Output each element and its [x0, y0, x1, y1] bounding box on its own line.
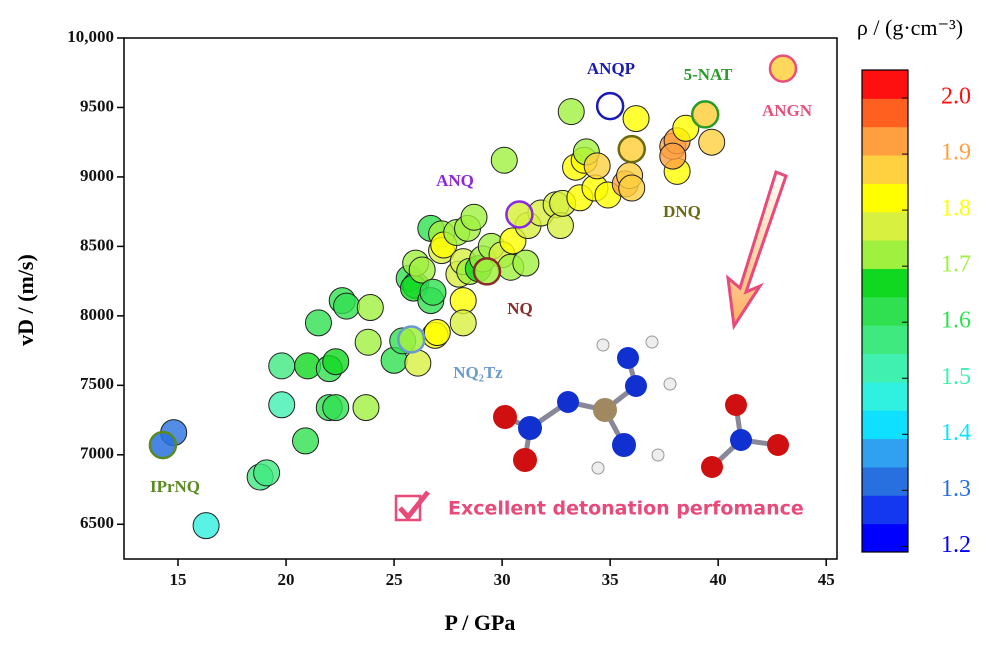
point — [622, 105, 650, 133]
point — [291, 427, 319, 455]
annotation: NQ₂Tz — [453, 363, 503, 382]
x-axis-label: P / GPa — [445, 610, 516, 635]
point — [408, 256, 436, 284]
colorbar-title: ρ / (g·cm⁻³) — [857, 15, 963, 40]
annotation: NQ — [507, 299, 533, 318]
colorbar-band — [862, 268, 908, 298]
x-tick-label: 25 — [386, 570, 403, 589]
y-tick-label: 8500 — [80, 235, 114, 254]
annotation: DNQ — [663, 202, 701, 221]
colorbar-tick-label: 1.4 — [941, 420, 971, 446]
point — [333, 292, 361, 320]
point — [356, 294, 384, 322]
decoration — [394, 170, 789, 522]
colorbar-band — [862, 211, 908, 241]
colorbar-tick-label: 2.0 — [941, 84, 971, 110]
point — [192, 512, 220, 540]
colorbar-band — [862, 353, 908, 383]
point — [460, 203, 488, 231]
colorbar-band — [862, 381, 908, 411]
point — [268, 391, 296, 419]
colorbar-band — [862, 325, 908, 355]
colorbar-band — [862, 495, 908, 525]
point — [304, 309, 332, 337]
point — [322, 348, 350, 376]
point — [404, 349, 432, 377]
colorbar-tick-label: 1.8 — [941, 196, 971, 222]
point — [268, 352, 296, 380]
x-tick-label: 35 — [602, 570, 619, 589]
point — [512, 249, 540, 277]
y-tick-label: 8000 — [80, 305, 114, 324]
annotation: ANQP — [587, 59, 635, 78]
note: Excellent detonation perfomance — [448, 498, 804, 520]
point — [253, 459, 281, 487]
highlight-point — [617, 134, 646, 164]
colorbar-tick-label: 1.3 — [941, 476, 971, 502]
highlight-point — [768, 54, 798, 83]
colorbar-tick-label: 1.5 — [941, 364, 971, 390]
annotation: ANQ — [436, 171, 474, 190]
colorbar-band — [862, 410, 908, 440]
highlight-point — [690, 100, 720, 129]
point — [618, 174, 646, 202]
y-tick-label: 7000 — [80, 444, 114, 463]
highlight-point — [397, 325, 426, 354]
y-tick-label: 7500 — [80, 374, 114, 393]
x-tick-label: 20 — [278, 570, 295, 589]
y-axis-label: vD / (m/s) — [13, 254, 38, 346]
colorbar-band — [862, 438, 908, 468]
colorbar-band — [862, 183, 908, 213]
colorbar-band — [862, 70, 908, 99]
colorbar-tick-label: 1.7 — [941, 252, 971, 278]
highlight-point — [595, 91, 625, 121]
x-tick-label: 15 — [170, 570, 187, 589]
point — [672, 114, 700, 142]
highlight-point — [148, 430, 178, 460]
y-tick-label: 10,000 — [67, 27, 114, 46]
colorbar-band — [862, 466, 908, 496]
point — [322, 394, 350, 422]
x-tick-label: 45 — [818, 570, 835, 589]
colorbar-frame — [861, 69, 909, 553]
annotation: IPrNQ — [150, 477, 200, 496]
point — [354, 328, 382, 356]
plot-frame — [123, 37, 838, 560]
colorbar-band — [862, 523, 908, 553]
colorbar-band — [862, 240, 908, 269]
colorbar-band — [862, 98, 908, 128]
point — [490, 146, 518, 174]
point — [698, 128, 726, 156]
annotation: 5-NAT — [684, 65, 733, 84]
x-tick-label: 30 — [494, 570, 511, 589]
highlight-point — [472, 257, 502, 286]
annotation: ANGN — [762, 101, 813, 120]
point — [419, 278, 447, 306]
colorbar-band — [862, 126, 908, 156]
colorbar-tick-label: 1.2 — [941, 532, 971, 558]
highlight-point — [505, 200, 534, 229]
colorbar-band — [862, 296, 908, 326]
colorbar-tick-label: 1.6 — [941, 308, 971, 334]
y-tick-label: 9000 — [80, 166, 114, 185]
colorbar-band — [862, 155, 908, 184]
point — [659, 142, 687, 170]
point — [449, 309, 477, 337]
point — [557, 98, 585, 126]
y-tick-label: 9500 — [80, 96, 114, 115]
x-tick-label: 40 — [710, 570, 727, 589]
point — [352, 394, 380, 422]
colorbar-tick-label: 1.9 — [941, 140, 971, 166]
point — [583, 152, 611, 180]
point — [423, 319, 451, 347]
y-tick-label: 6500 — [80, 513, 114, 532]
